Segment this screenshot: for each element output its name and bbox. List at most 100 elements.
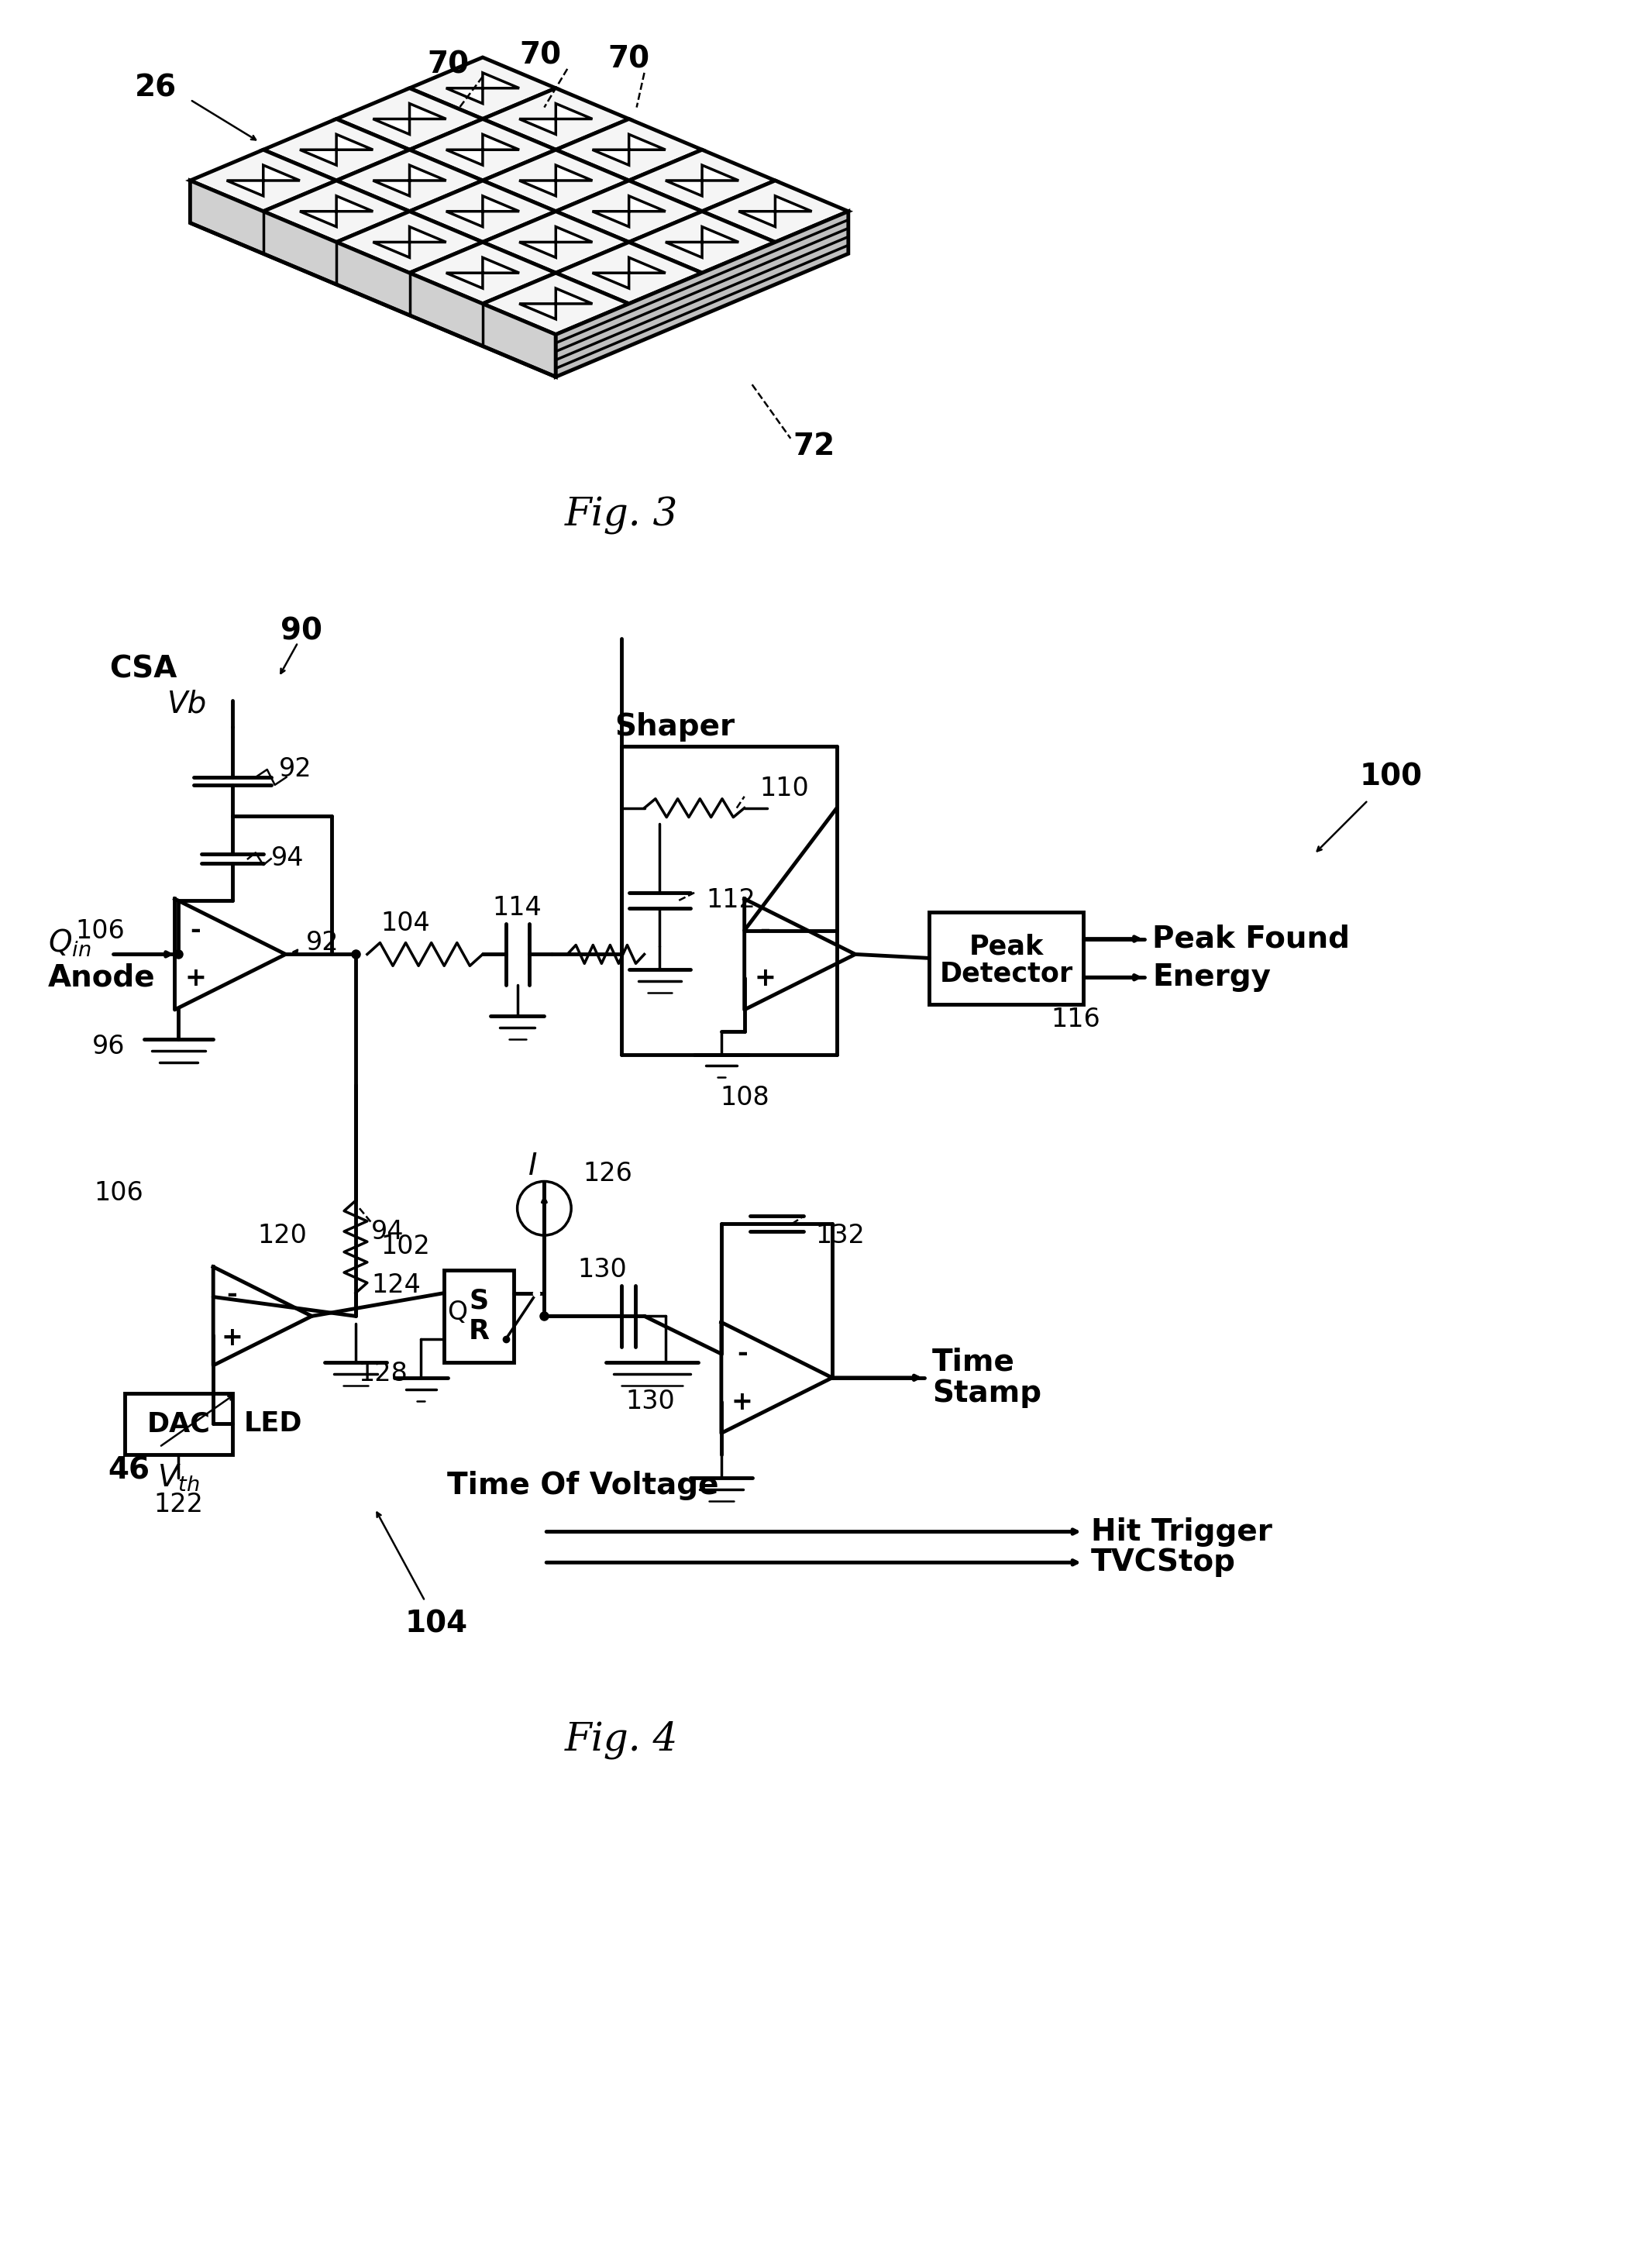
Polygon shape: [337, 150, 482, 211]
Text: -: -: [226, 1282, 236, 1307]
Polygon shape: [519, 227, 593, 258]
Text: 104: 104: [382, 911, 431, 936]
Text: Q: Q: [448, 1300, 468, 1325]
Text: Time Of Voltage: Time Of Voltage: [448, 1470, 719, 1500]
Text: 96: 96: [93, 1035, 124, 1060]
Text: I: I: [529, 1152, 537, 1181]
Text: 126: 126: [583, 1161, 633, 1188]
Polygon shape: [446, 72, 519, 103]
Polygon shape: [446, 258, 519, 287]
Polygon shape: [263, 119, 410, 180]
Polygon shape: [299, 195, 373, 227]
Text: Shaper: Shaper: [615, 712, 735, 741]
Polygon shape: [666, 227, 738, 258]
Text: Time: Time: [932, 1347, 1014, 1376]
Text: +: +: [221, 1325, 243, 1351]
Polygon shape: [555, 180, 702, 242]
Text: 70: 70: [608, 45, 649, 74]
Text: Detector: Detector: [940, 961, 1072, 988]
Polygon shape: [519, 287, 593, 319]
Text: -: -: [760, 918, 770, 943]
Polygon shape: [410, 180, 555, 242]
Polygon shape: [373, 166, 446, 195]
Text: 94: 94: [372, 1219, 405, 1244]
Text: 100: 100: [1360, 763, 1422, 792]
Text: 104: 104: [405, 1610, 468, 1639]
Polygon shape: [519, 166, 593, 195]
Polygon shape: [593, 195, 666, 227]
Text: R: R: [469, 1318, 489, 1345]
Polygon shape: [519, 103, 593, 135]
Text: Peak Found: Peak Found: [1153, 925, 1350, 954]
Text: 72: 72: [793, 431, 834, 460]
Text: 106: 106: [94, 1181, 144, 1206]
Text: LED: LED: [244, 1410, 302, 1437]
Text: -: -: [190, 918, 202, 943]
Text: 114: 114: [492, 896, 542, 920]
Text: +: +: [732, 1390, 753, 1414]
Polygon shape: [410, 119, 555, 180]
Polygon shape: [555, 211, 849, 377]
Polygon shape: [482, 88, 629, 150]
Polygon shape: [629, 150, 775, 211]
Text: 92: 92: [306, 929, 339, 956]
Polygon shape: [593, 258, 666, 287]
Text: $Q_{in}$: $Q_{in}$: [48, 927, 91, 959]
Text: Vb: Vb: [167, 689, 206, 718]
Text: 110: 110: [760, 777, 809, 801]
Polygon shape: [446, 195, 519, 227]
Text: 120: 120: [258, 1224, 307, 1248]
Polygon shape: [666, 166, 738, 195]
Polygon shape: [190, 150, 337, 211]
Text: 132: 132: [814, 1224, 864, 1248]
Text: CSA: CSA: [109, 656, 177, 685]
Polygon shape: [337, 211, 482, 274]
Polygon shape: [373, 103, 446, 135]
Text: 94: 94: [271, 846, 304, 871]
Text: +: +: [185, 965, 206, 992]
Polygon shape: [410, 58, 555, 119]
Polygon shape: [446, 135, 519, 166]
Text: 106: 106: [76, 918, 124, 943]
Text: 124: 124: [372, 1273, 421, 1298]
Polygon shape: [738, 195, 811, 227]
Polygon shape: [555, 119, 702, 180]
Text: Energy: Energy: [1153, 963, 1270, 992]
Text: Anode: Anode: [48, 963, 155, 992]
Text: 46: 46: [107, 1455, 149, 1484]
Polygon shape: [482, 211, 629, 274]
Text: Peak: Peak: [968, 934, 1044, 961]
Text: 122: 122: [154, 1493, 203, 1518]
Polygon shape: [190, 180, 555, 377]
Polygon shape: [337, 88, 482, 150]
Polygon shape: [482, 274, 629, 335]
Text: 90: 90: [281, 615, 322, 647]
Text: Fig. 4: Fig. 4: [565, 1720, 677, 1758]
Polygon shape: [410, 242, 555, 303]
Polygon shape: [555, 242, 702, 303]
Text: 70: 70: [428, 49, 469, 81]
Text: 130: 130: [626, 1390, 676, 1414]
Text: -: -: [737, 1340, 747, 1367]
Text: 108: 108: [720, 1084, 770, 1111]
Text: 26: 26: [134, 74, 177, 103]
Bar: [124, 1394, 233, 1455]
Polygon shape: [299, 135, 373, 166]
Polygon shape: [226, 166, 299, 195]
Text: TVCStop: TVCStop: [1090, 1547, 1236, 1578]
Text: 92: 92: [279, 757, 312, 781]
Text: DAC: DAC: [147, 1410, 210, 1437]
Text: Hit Trigger: Hit Trigger: [1090, 1518, 1272, 1547]
Polygon shape: [263, 180, 410, 242]
Text: 102: 102: [382, 1235, 431, 1259]
Text: 128: 128: [358, 1360, 408, 1387]
Text: Stamp: Stamp: [932, 1378, 1042, 1408]
Polygon shape: [629, 211, 775, 274]
Text: Fig. 3: Fig. 3: [565, 496, 677, 534]
Polygon shape: [482, 150, 629, 211]
Text: $V_{th}$: $V_{th}$: [157, 1461, 200, 1493]
Bar: [444, 1271, 514, 1363]
Text: 130: 130: [577, 1257, 626, 1282]
Text: S: S: [469, 1289, 489, 1313]
Polygon shape: [702, 180, 849, 242]
